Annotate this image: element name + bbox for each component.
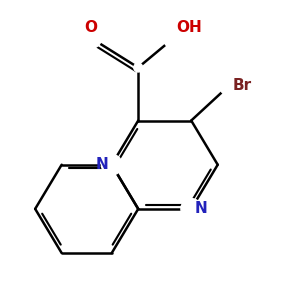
Circle shape <box>101 154 122 175</box>
Circle shape <box>181 199 202 219</box>
Text: OH: OH <box>176 20 202 35</box>
Text: N: N <box>194 201 207 216</box>
Text: N: N <box>96 157 109 172</box>
Circle shape <box>81 28 101 48</box>
Text: O: O <box>85 20 98 35</box>
Text: Br: Br <box>232 78 252 93</box>
Circle shape <box>219 75 240 95</box>
Circle shape <box>163 28 184 48</box>
Circle shape <box>134 63 142 72</box>
